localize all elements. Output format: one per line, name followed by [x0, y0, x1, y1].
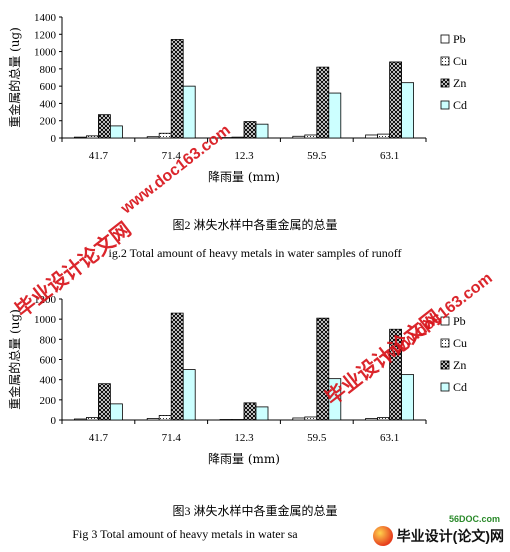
chart-fig3: 0 200 400 600 800 1000 1200 重金属的总量 (ug) 41.7 71.4… — [7, 294, 467, 466]
x-tick-label: 41.7 — [89, 432, 109, 444]
y-tick-label: 800 — [40, 64, 57, 76]
bar-zn — [316, 317, 330, 421]
legend-label-zn: Zn — [453, 358, 466, 372]
y-tick-label: 0 — [51, 133, 57, 145]
y-tick-label: 1200 — [34, 29, 57, 41]
y-tick-label: 200 — [40, 395, 57, 407]
brand-logo-icon — [372, 526, 393, 546]
x-tick-label: 12.3 — [234, 432, 254, 444]
bar-cd — [401, 82, 415, 139]
bar-cu — [377, 417, 391, 421]
bar-cd — [110, 125, 123, 139]
bar-cu — [231, 419, 245, 421]
bar-cd — [182, 369, 196, 421]
y-tick-label: 1000 — [34, 47, 57, 59]
legend-label-cu: Cu — [453, 336, 467, 350]
legend-label-cd: Cd — [453, 98, 467, 112]
x-tick-label: 71.4 — [162, 150, 182, 162]
bar-cd — [182, 85, 196, 139]
bar-cu — [231, 136, 245, 139]
bar-cu — [158, 132, 172, 139]
x-tick-label: 59.5 — [307, 432, 327, 444]
bar-zn — [316, 66, 330, 139]
x-tick-label: 63.1 — [380, 432, 399, 444]
y-tick-label: 1200 — [34, 294, 57, 306]
bar-pb — [146, 418, 160, 421]
watermark-56doc: 56DOC.com — [448, 514, 500, 524]
chart-fig2: 0 200 400 600 800 1000 1200 1400 重金属的总量 (ug) 41.7… — [7, 12, 467, 184]
legend-swatch-zn — [440, 78, 450, 88]
x-tick-label: 59.5 — [307, 150, 327, 162]
caption-fig3-cn: 图3 淋失水样中各重金属的总量 — [172, 504, 338, 518]
bar-pb — [74, 136, 87, 139]
legend-swatch-cd — [440, 100, 450, 110]
bar-zn — [170, 312, 184, 421]
legend-swatch-pb — [440, 316, 450, 326]
y-axis-label: 重金属的总量 (ug) — [7, 309, 22, 410]
bar-pb — [219, 419, 233, 421]
x-tick-label: 63.1 — [380, 150, 399, 162]
bar-cd — [328, 92, 342, 139]
bar-cd — [110, 403, 123, 421]
bar-zn — [98, 383, 111, 421]
x-tick-label: 41.7 — [89, 150, 109, 162]
watermark-bottom-text: 毕业设计(论文)网 — [396, 528, 504, 544]
legend-swatch-cu — [440, 338, 450, 348]
y-tick-label: 800 — [40, 334, 57, 346]
caption-fig3-en: Fig 3 Total amount of heavy metals in wa… — [72, 527, 298, 541]
y-tick-label: 600 — [40, 355, 57, 367]
x-tick-label: 12.3 — [234, 150, 254, 162]
bar-zn — [98, 114, 111, 139]
legend-swatch-cd — [440, 382, 450, 392]
bar-pb — [74, 418, 87, 421]
y-tick-label: 400 — [40, 98, 57, 110]
bar-zn — [389, 61, 403, 139]
x-tick-label: 71.4 — [162, 432, 182, 444]
bar-cu — [158, 415, 172, 421]
legend-swatch-zn — [440, 360, 450, 370]
bar-cu — [86, 417, 99, 421]
caption-fig2-en: ig.2 Total amount of heavy metals in wat… — [108, 246, 402, 260]
y-tick-label: 600 — [40, 81, 57, 93]
watermark-bottom-brand: 毕业设计(论文)网 — [372, 526, 504, 546]
y-tick-label: 1000 — [34, 314, 57, 326]
bar-pb — [146, 136, 160, 139]
bar-cd — [255, 406, 269, 421]
bar-cu — [377, 133, 391, 139]
x-axis-label: 降雨量 (mm) — [208, 170, 280, 184]
bar-zn — [243, 121, 257, 139]
bar-cu — [304, 134, 318, 139]
legend-label-pb: Pb — [453, 32, 466, 46]
y-tick-label: 1400 — [34, 12, 57, 24]
bar-cu — [304, 416, 318, 421]
legend-label-cu: Cu — [453, 54, 467, 68]
y-tick-label: 0 — [51, 415, 57, 427]
legend-label-pb: Pb — [453, 314, 466, 328]
bar-pb — [292, 135, 306, 139]
bar-cu — [86, 135, 99, 139]
x-axis-label: 降雨量 (mm) — [208, 452, 280, 466]
bar-cd — [401, 374, 415, 421]
y-tick-label: 200 — [40, 116, 57, 128]
bar-pb — [365, 134, 379, 139]
legend-swatch-pb — [440, 34, 450, 44]
caption-fig2-cn: 图2 淋失水样中各重金属的总量 — [172, 218, 338, 232]
bar-cd — [328, 378, 342, 421]
bar-zn — [243, 402, 257, 421]
bar-cd — [255, 123, 269, 139]
legend-label-cd: Cd — [453, 380, 467, 394]
y-tick-label: 400 — [40, 375, 57, 387]
legend-label-zn: Zn — [453, 76, 466, 90]
y-axis-label: 重金属的总量 (ug) — [7, 27, 22, 128]
bar-zn — [170, 39, 184, 139]
bar-pb — [365, 418, 379, 421]
legend-swatch-cu — [440, 56, 450, 66]
bar-pb — [292, 417, 306, 421]
